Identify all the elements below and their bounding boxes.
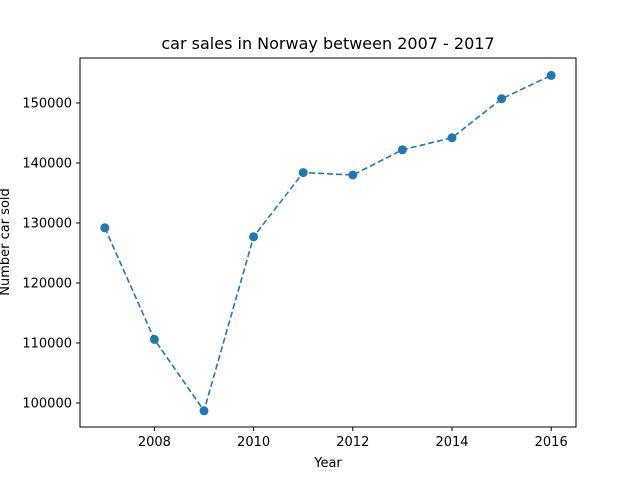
data-point (397, 145, 407, 155)
y-tick-label: 110000 (22, 337, 72, 352)
y-tick-label: 120000 (22, 277, 72, 292)
plot-area (100, 70, 556, 416)
x-tick-label: 2014 (435, 435, 468, 450)
series-line (104, 74, 552, 413)
axes-frame (79, 57, 577, 428)
y-tick-label: 140000 (22, 157, 72, 172)
data-point (447, 133, 457, 143)
data-point (249, 232, 259, 242)
y-tick-label: 150000 (22, 97, 72, 112)
y-tick-label: 100000 (22, 397, 72, 412)
x-tick-label: 2016 (535, 435, 568, 450)
chart-title: car sales in Norway between 2007 - 2017 (161, 34, 494, 53)
data-point (149, 334, 159, 344)
x-axis-label: Year (313, 456, 342, 471)
data-point (100, 223, 110, 233)
data-point (497, 94, 507, 104)
x-axis: 2008 2010 2012 2014 2016 (138, 427, 568, 450)
y-tick-label: 130000 (22, 217, 72, 232)
data-point (348, 170, 358, 180)
x-tick-label: 2008 (138, 435, 171, 450)
data-point (546, 70, 556, 80)
x-tick-label: 2012 (336, 435, 369, 450)
y-axis-label: Number car sold (0, 188, 13, 296)
y-axis: 100000 110000 120000 130000 140000 150000 (22, 97, 80, 412)
x-tick-label: 2010 (237, 435, 270, 450)
data-point (199, 406, 209, 416)
data-point (298, 168, 308, 178)
